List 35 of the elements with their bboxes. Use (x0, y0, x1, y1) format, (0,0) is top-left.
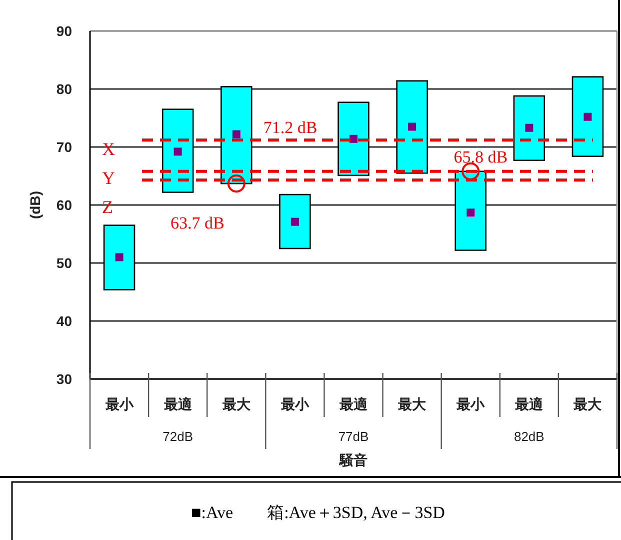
x-tick-label: 最小 (104, 396, 134, 412)
y-tick-label: 40 (56, 313, 72, 329)
text: ■:Ave 箱:Ave＋3SD, Ave－3SD (191, 503, 445, 522)
y-axis-title: (dB) (27, 191, 43, 219)
x-tick-label: 最大 (397, 396, 428, 412)
x-tick-label: 最小 (280, 396, 310, 412)
x-tick-label: 最大 (221, 396, 252, 412)
point (408, 122, 416, 131)
point (584, 112, 592, 121)
point (525, 124, 534, 132)
y-tick-label: 70 (56, 139, 72, 155)
y-tick-label: 90 (56, 23, 72, 39)
point (174, 148, 182, 156)
annotation: 65.8 dB (454, 147, 508, 166)
y-tick-label: 80 (56, 81, 72, 97)
point (115, 253, 124, 262)
y-tick-label: 30 (56, 371, 72, 387)
text: 82dB (514, 429, 544, 444)
x-tick-label: 最小 (456, 396, 486, 412)
text: 77dB (338, 429, 369, 444)
point (290, 218, 299, 226)
y-tick-label: 60 (56, 197, 72, 213)
point (466, 208, 475, 217)
x-tick-label: 最適 (514, 396, 544, 412)
y-tick-label: 50 (56, 255, 72, 271)
annotation: 63.7 dB (170, 214, 224, 233)
x-tick-label: 最適 (162, 396, 193, 412)
x-axis-title: 騒音 (338, 452, 368, 468)
text: 72dB (162, 429, 194, 444)
point (350, 134, 358, 143)
ref-line-label: Y (102, 168, 115, 188)
x-tick-label: 最適 (338, 396, 368, 412)
annotation: 71.2 dB (263, 118, 318, 138)
x-tick-label: 最大 (572, 396, 603, 412)
point (232, 130, 240, 138)
